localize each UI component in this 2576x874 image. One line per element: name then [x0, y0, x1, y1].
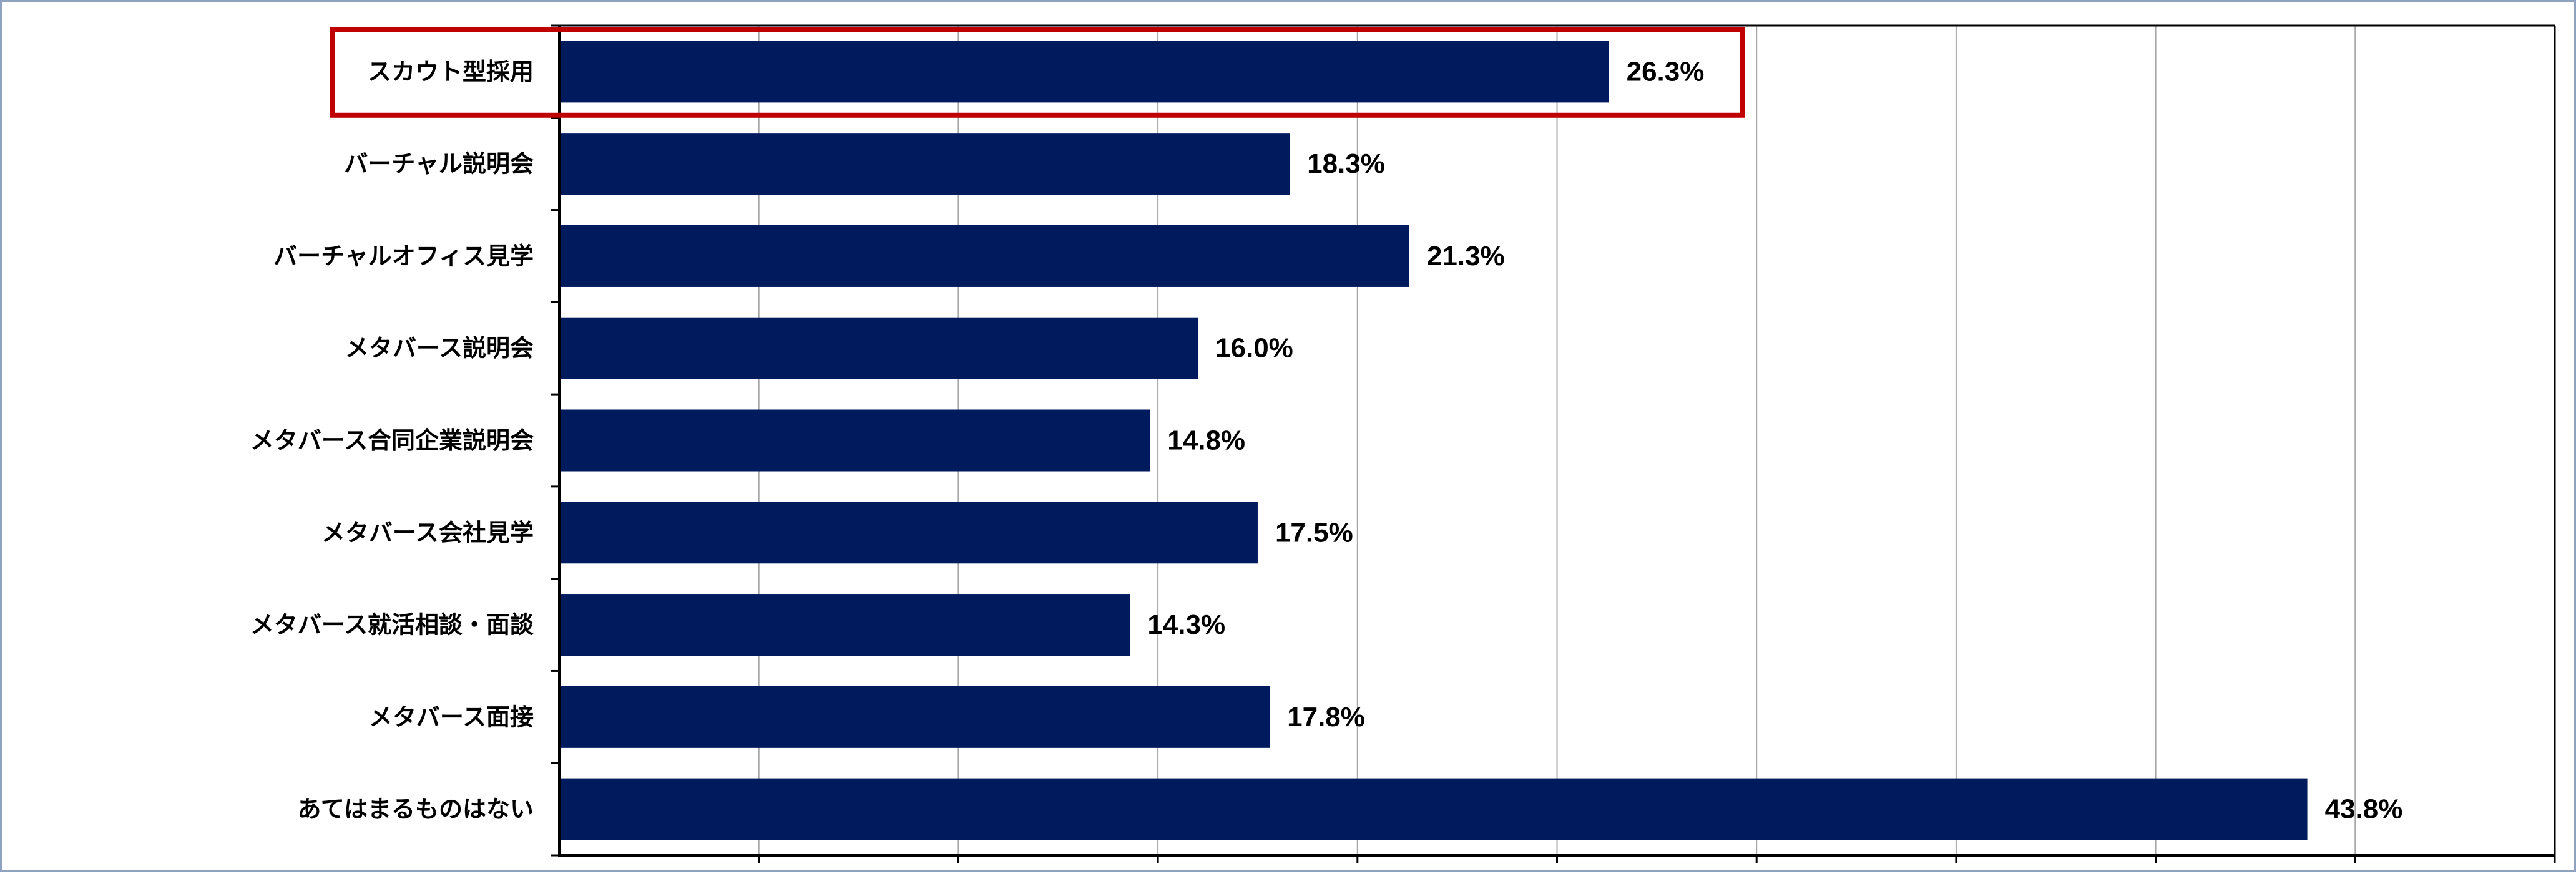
category-label-8: メタバース面接 — [369, 703, 534, 731]
bar-3 — [559, 225, 1409, 287]
value-label-3: 21.3% — [1427, 241, 1505, 271]
value-label-1: 26.3% — [1627, 56, 1705, 87]
category-label-3: バーチャルオフィス見学 — [273, 242, 534, 269]
category-label-4: メタバース説明会 — [345, 334, 534, 362]
bars — [559, 41, 2308, 840]
value-label-7: 14.3% — [1147, 609, 1225, 640]
category-label-9: あてはまるものはない — [298, 795, 534, 823]
bar-4 — [559, 317, 1198, 379]
category-label-7: メタバース就活相談・面談 — [250, 611, 534, 639]
value-label-8: 17.8% — [1287, 702, 1365, 732]
category-label-6: メタバース会社見学 — [321, 519, 534, 546]
value-label-5: 14.8% — [1167, 425, 1245, 456]
labels: 26.3% スカウト型採用 18.3% バーチャル説明会 21.3% バーチャルオフィス見… — [250, 27, 2403, 825]
bar-2 — [559, 133, 1290, 195]
bar-9 — [559, 778, 2308, 840]
bar-8 — [559, 686, 1270, 748]
bar-1 — [559, 41, 1609, 103]
axes — [551, 24, 2556, 863]
category-label-2: バーチャル説明会 — [344, 150, 534, 178]
value-label-2: 18.3% — [1307, 148, 1385, 179]
bar-6 — [559, 502, 1258, 564]
value-label-9: 43.8% — [2325, 794, 2403, 825]
value-label-6: 17.5% — [1275, 517, 1353, 548]
value-label-4: 16.0% — [1215, 333, 1293, 364]
bar-7 — [559, 594, 1130, 656]
category-label-1: スカウト型採用 — [368, 58, 534, 85]
bar-5 — [559, 409, 1150, 472]
category-label-5: メタバース合同企業説明会 — [250, 427, 534, 454]
highlight-box — [330, 27, 1745, 118]
